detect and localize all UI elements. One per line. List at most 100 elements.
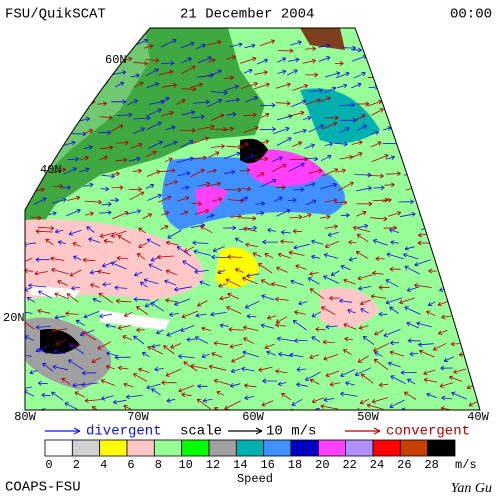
wind-arrow (239, 56, 257, 64)
wind-arrow (253, 82, 270, 90)
wind-arrow (38, 348, 48, 355)
wind-arrow (165, 269, 178, 276)
wind-arrow (67, 195, 81, 201)
wind-arrow (104, 411, 111, 415)
wind-arrow (207, 99, 223, 108)
wind-arrow (260, 112, 270, 118)
wind-arrow (357, 355, 370, 363)
wind-arrow (229, 383, 241, 388)
wind-arrow (115, 81, 125, 88)
wind-arrow (355, 186, 372, 192)
scale-arrowhead (255, 427, 263, 435)
wind-arrow (160, 110, 174, 117)
wind-arrow (390, 375, 406, 385)
wind-arrow (133, 296, 150, 302)
wind-arrow (467, 142, 480, 148)
wind-arrow (320, 154, 332, 162)
wind-arrow (227, 292, 239, 300)
wind-arrow (64, 402, 79, 410)
wind-arrow (451, 280, 465, 287)
wind-arrow (419, 349, 435, 358)
wind-arrow (133, 60, 148, 66)
color-swatch (208, 439, 237, 457)
wind-arrow (350, 47, 362, 53)
wind-arrow (37, 225, 55, 231)
color-swatch (71, 439, 101, 457)
wind-arrow (417, 98, 436, 104)
wind-arrow (241, 366, 255, 372)
wind-arrow (403, 253, 419, 260)
wind-arrow (453, 115, 465, 121)
wind-arrow (390, 240, 399, 245)
wind-arrow (181, 392, 192, 398)
wind-arrow (180, 140, 194, 148)
wind-arrow (139, 281, 148, 288)
wind-arrow (324, 142, 333, 147)
wind-arrow (48, 211, 57, 216)
wind-arrow (86, 226, 95, 233)
wind-arrow (367, 60, 386, 66)
wind-arrow (276, 137, 292, 146)
wind-arrow (117, 235, 132, 244)
wind-arrow (271, 282, 287, 288)
wind-arrow (55, 338, 67, 346)
wind-arrow (223, 126, 234, 132)
lon-label: 60W (242, 410, 264, 424)
colorbar-tick: 28 (424, 458, 438, 472)
wind-arrow (302, 58, 316, 64)
wind-arrow (345, 381, 356, 386)
wind-arrow (37, 94, 52, 102)
wind-arrow (275, 82, 291, 89)
wind-arrow (88, 237, 101, 243)
wind-arrow (304, 143, 315, 149)
wind-arrow (386, 252, 404, 260)
colorbar-tick: 24 (370, 458, 384, 472)
wind-arrow (206, 181, 221, 187)
wind-arrow (485, 137, 500, 144)
wind-arrow (260, 102, 276, 108)
wind-arrow (334, 200, 348, 205)
wind-arrow (453, 368, 467, 374)
pink-area (320, 287, 380, 328)
wind-arrow (374, 329, 384, 336)
wind-arrow (417, 39, 431, 46)
wind-arrow (416, 110, 432, 120)
wind-arrow (91, 357, 101, 363)
color-swatch (317, 439, 347, 457)
wind-arrow (69, 343, 85, 355)
wind-arrow (360, 308, 369, 314)
wind-arrow (469, 198, 478, 204)
wind-arrow (243, 226, 257, 232)
wind-arrow (305, 46, 317, 52)
wind-arrow (97, 101, 107, 107)
wind-arrow (441, 314, 452, 320)
wind-arrow (383, 225, 398, 231)
wind-arrow (254, 156, 269, 162)
wind-arrow (101, 395, 114, 401)
wind-arrow (145, 183, 155, 189)
wind-arrow (311, 397, 325, 404)
wind-arrow (290, 40, 302, 46)
wind-arrow (305, 72, 319, 78)
wind-arrow (362, 336, 375, 346)
wind-arrow (441, 395, 453, 401)
wind-arrow (134, 271, 143, 277)
wind-arrow (479, 127, 480, 132)
wind-arrow (353, 114, 366, 122)
wind-arrow (100, 186, 110, 192)
wind-arrow (201, 353, 210, 359)
wind-arrow (423, 369, 436, 376)
wind-arrow (197, 300, 208, 307)
wind-arrow (200, 225, 213, 234)
wind-arrow (216, 391, 225, 396)
wind-arrow (202, 398, 213, 403)
wind-arrow (197, 383, 208, 389)
wind-arrow (478, 113, 480, 118)
wind-arrow (243, 154, 255, 160)
wind-arrow (483, 228, 494, 232)
wind-arrow (183, 361, 198, 372)
wind-arrow (469, 115, 480, 121)
wind-arrow (142, 213, 153, 220)
wind-arrow (145, 150, 157, 158)
wind-arrow (389, 306, 399, 314)
